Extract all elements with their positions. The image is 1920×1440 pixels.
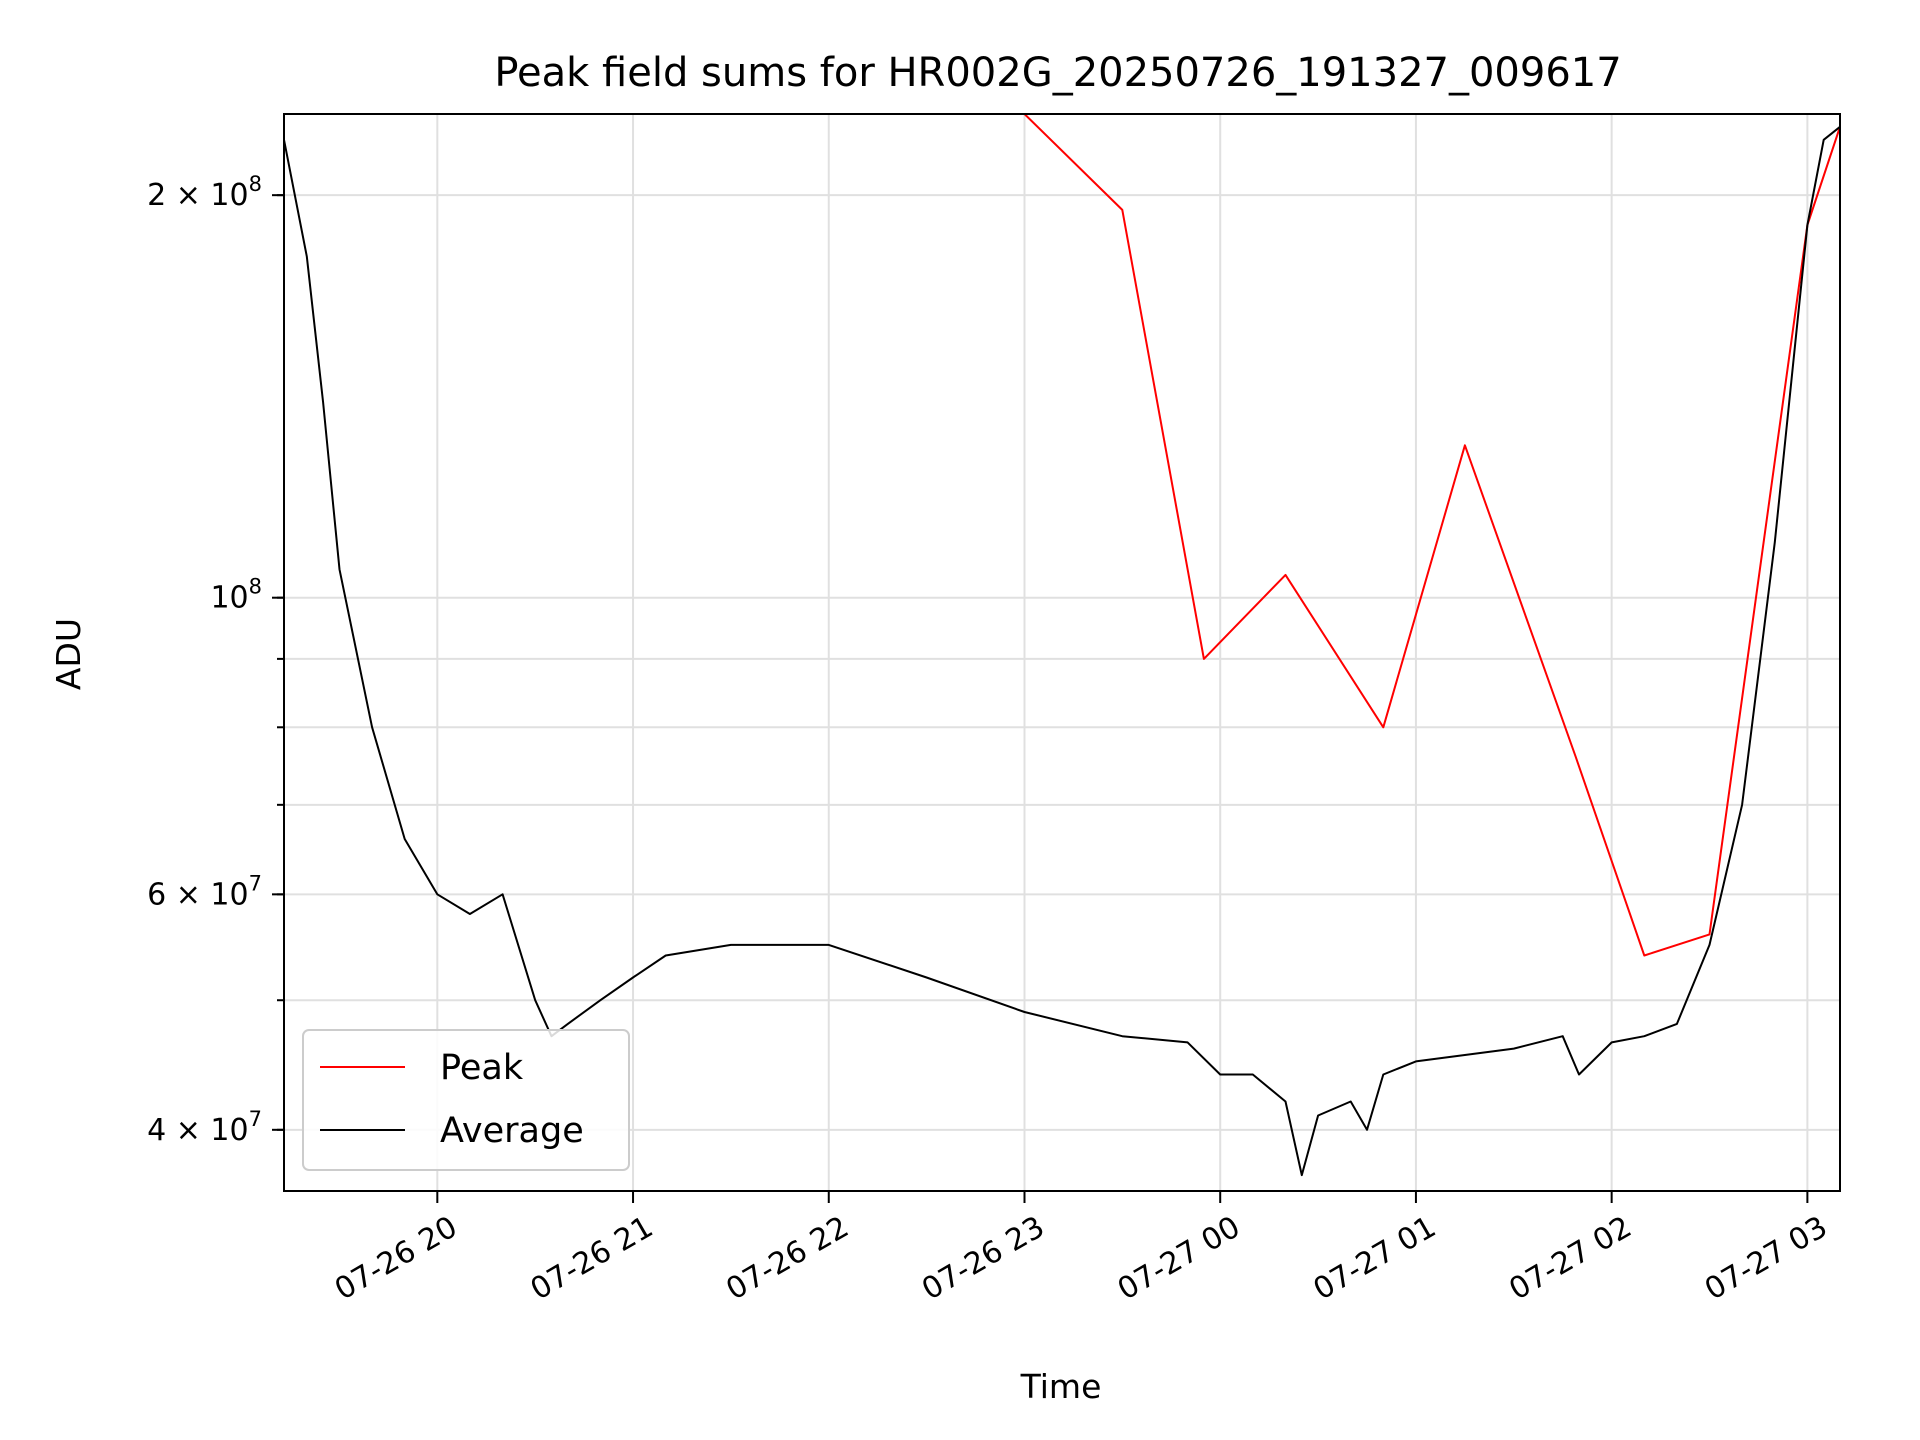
chart-title: Peak field sums for HR002G_20250726_1913… xyxy=(494,50,1621,96)
y-tick-label: 2 × 108 xyxy=(147,172,262,213)
plot-area xyxy=(284,114,1840,1177)
y-tick-label: 4 × 107 xyxy=(147,1107,262,1148)
y-tick-label: 6 × 107 xyxy=(147,871,262,912)
series-line-peak xyxy=(284,114,1840,957)
y-axis-label: ADU xyxy=(49,618,88,690)
legend-label-average: Average xyxy=(440,1111,584,1151)
legend-label-peak: Peak xyxy=(440,1048,524,1088)
legend: Peak Average xyxy=(302,1029,630,1171)
grid xyxy=(284,114,1840,1191)
y-axis: 2 × 108 108 6 × 107 4 × 107 xyxy=(147,172,284,1148)
plot-frame xyxy=(283,113,1841,1192)
series-layer xyxy=(284,114,1840,1177)
y-tick-label: 108 xyxy=(210,575,262,616)
series-line-average xyxy=(284,126,1840,1177)
legend-box xyxy=(302,1029,630,1171)
x-axis-label: Time xyxy=(1020,1367,1102,1406)
